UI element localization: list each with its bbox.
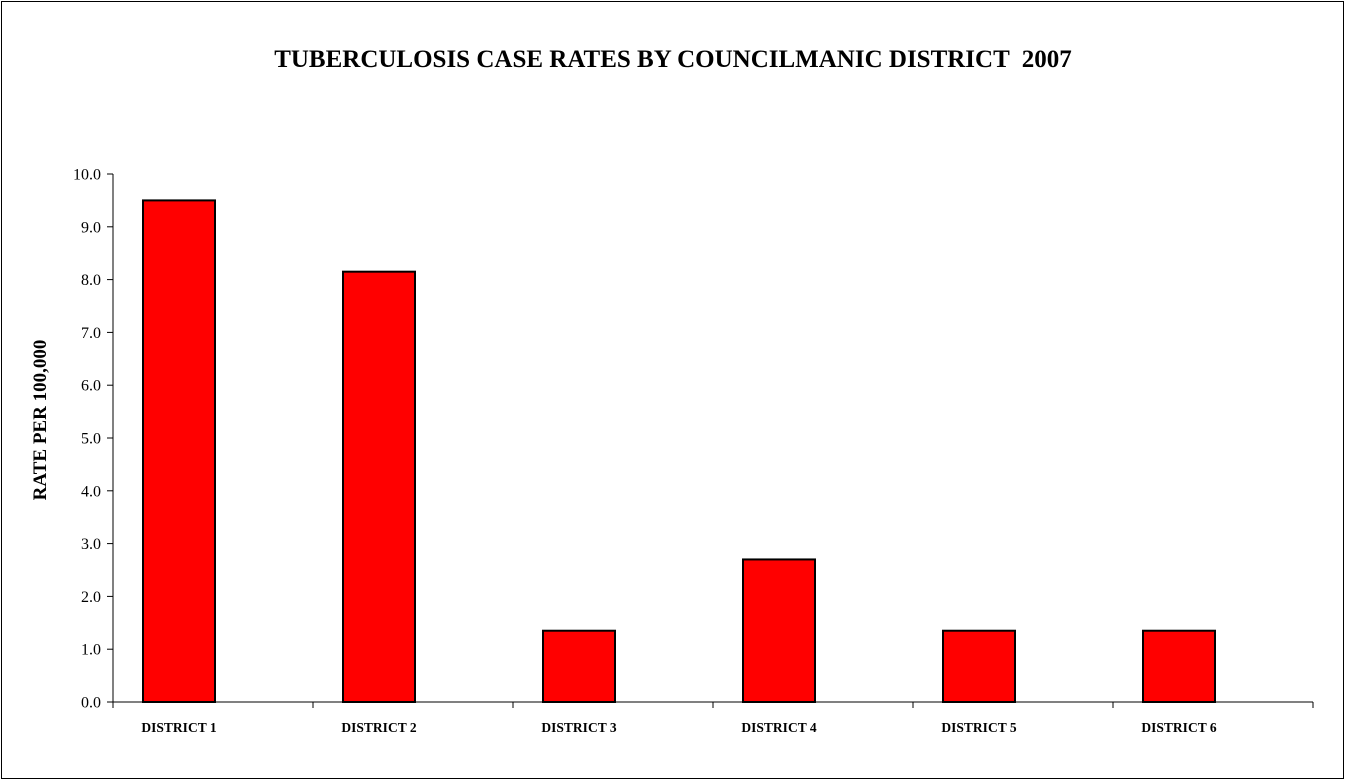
x-tick-label: DISTRICT 2 bbox=[341, 720, 416, 735]
y-tick-label: 1.0 bbox=[81, 642, 101, 659]
y-tick-label: 8.0 bbox=[81, 272, 101, 289]
y-tick-label: 10.0 bbox=[73, 167, 101, 184]
x-tick-label: DISTRICT 6 bbox=[1141, 720, 1216, 735]
bar-district-4 bbox=[742, 558, 816, 703]
bars bbox=[142, 199, 1216, 703]
bar-district-5 bbox=[942, 629, 1016, 703]
bar-district-3 bbox=[542, 629, 616, 703]
y-tick-label: 4.0 bbox=[81, 483, 101, 500]
x-axis-ticks: DISTRICT 1 DISTRICT 2 DISTRICT 3 DISTRICT 4… bbox=[112, 702, 1314, 735]
y-axis-ticks: 0.0 1.0 2.0 3.0 4.0 5.0 6.0 7.0 8.0 9.0 10.0 bbox=[73, 167, 113, 712]
x-tick-label: DISTRICT 5 bbox=[941, 720, 1016, 735]
y-tick-label: 0.0 bbox=[81, 695, 101, 712]
x-tick-label: DISTRICT 3 bbox=[541, 720, 616, 735]
y-tick-label: 2.0 bbox=[81, 589, 101, 606]
bar-district-1 bbox=[142, 199, 216, 703]
y-tick-label: 9.0 bbox=[81, 219, 101, 236]
x-tick-label: DISTRICT 1 bbox=[141, 720, 216, 735]
y-axis-label: RATE PER 100,000 bbox=[30, 340, 51, 501]
y-tick-label: 6.0 bbox=[81, 378, 101, 395]
y-tick-label: 7.0 bbox=[81, 325, 101, 342]
bar-district-6 bbox=[1142, 629, 1216, 703]
y-tick-label: 3.0 bbox=[81, 536, 101, 553]
chart-title: TUBERCULOSIS CASE RATES BY COUNCILMANIC … bbox=[274, 46, 1072, 73]
bar-district-2 bbox=[342, 270, 416, 703]
x-tick-label: DISTRICT 4 bbox=[741, 720, 816, 735]
y-tick-label: 5.0 bbox=[81, 431, 101, 448]
